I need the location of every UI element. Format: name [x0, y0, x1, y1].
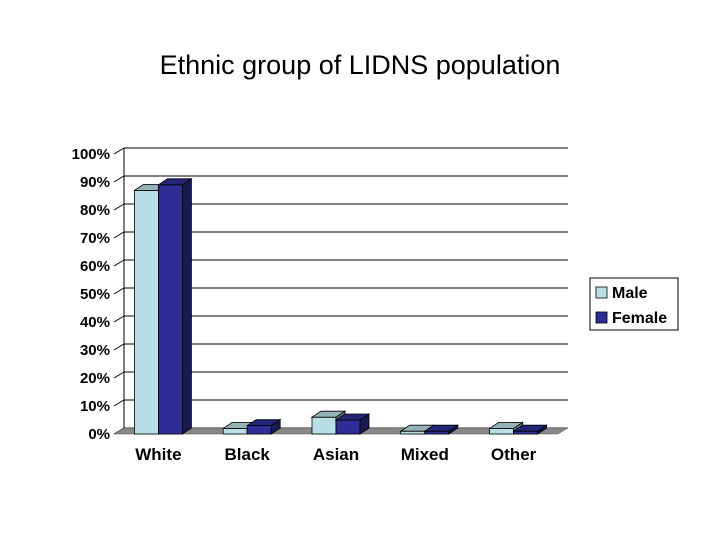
- x-category-label: Asian: [313, 445, 359, 464]
- x-category-label: Other: [491, 445, 537, 464]
- bar-female-white: [157, 178, 193, 435]
- y-tick-label: 70%: [80, 230, 110, 247]
- y-tick-label: 90%: [80, 174, 110, 191]
- bar-front: [335, 419, 361, 435]
- x-axis-labels: White Black Asian Mixed Other: [135, 445, 536, 464]
- y-tick-label: 20%: [80, 370, 110, 387]
- y-tick-label: 80%: [80, 202, 110, 219]
- legend-swatch-female: [595, 311, 608, 324]
- bar-top: [512, 424, 548, 432]
- bar-female-black: [245, 418, 282, 435]
- legend-label-male: Male: [612, 285, 648, 302]
- y-tick-label: 60%: [80, 258, 110, 275]
- bar-front: [311, 416, 337, 435]
- x-category-label: White: [135, 445, 181, 464]
- bar-front: [513, 430, 538, 435]
- bar-top: [310, 410, 347, 418]
- bars: [133, 178, 548, 435]
- bar-front: [133, 189, 159, 435]
- y-tick-label: 100%: [72, 146, 110, 163]
- wall-edge: [113, 259, 125, 267]
- bar-top: [157, 178, 193, 186]
- bar-front: [489, 427, 515, 435]
- bar-front: [424, 430, 450, 435]
- wall-edge: [113, 147, 125, 155]
- chart-title: Ethnic group of LIDNS population: [159, 50, 561, 80]
- bar-top: [423, 424, 460, 432]
- bar-front: [246, 425, 272, 435]
- wall-edge: [113, 287, 125, 295]
- legend-label-female: Female: [612, 310, 667, 327]
- bar-front: [157, 184, 183, 435]
- y-tick-label: 40%: [80, 314, 110, 331]
- x-category-label: Mixed: [401, 445, 449, 464]
- bar-front: [400, 430, 426, 435]
- bar-top: [245, 419, 282, 427]
- bar-top: [488, 421, 524, 429]
- wall-edge: [113, 371, 125, 379]
- bar-female-asian: [334, 413, 371, 435]
- y-tick-label: 0%: [88, 426, 110, 443]
- legend: Male Female: [589, 277, 679, 331]
- bar-female-mixed: [423, 424, 460, 435]
- y-axis-ticks: 0% 10% 20% 30% 40% 50% 60% 70% 80% 90% 100%: [72, 146, 110, 443]
- wall-edge: [113, 231, 125, 239]
- x-category-label: Black: [225, 445, 271, 464]
- y-tick-label: 50%: [80, 286, 110, 303]
- bar-top: [334, 413, 371, 421]
- bar-front: [222, 427, 248, 435]
- bar-female-other: [512, 424, 548, 435]
- y-tick-label: 10%: [80, 398, 110, 415]
- wall-edge: [113, 203, 125, 211]
- y-tick-label: 30%: [80, 342, 110, 359]
- gridlines: [113, 147, 568, 435]
- wall-edge: [113, 315, 125, 323]
- wall-edge: [113, 175, 125, 183]
- legend-swatch-male: [595, 286, 608, 299]
- wall-edge: [113, 399, 125, 407]
- bar-side: [181, 178, 192, 435]
- wall-edge: [113, 343, 125, 351]
